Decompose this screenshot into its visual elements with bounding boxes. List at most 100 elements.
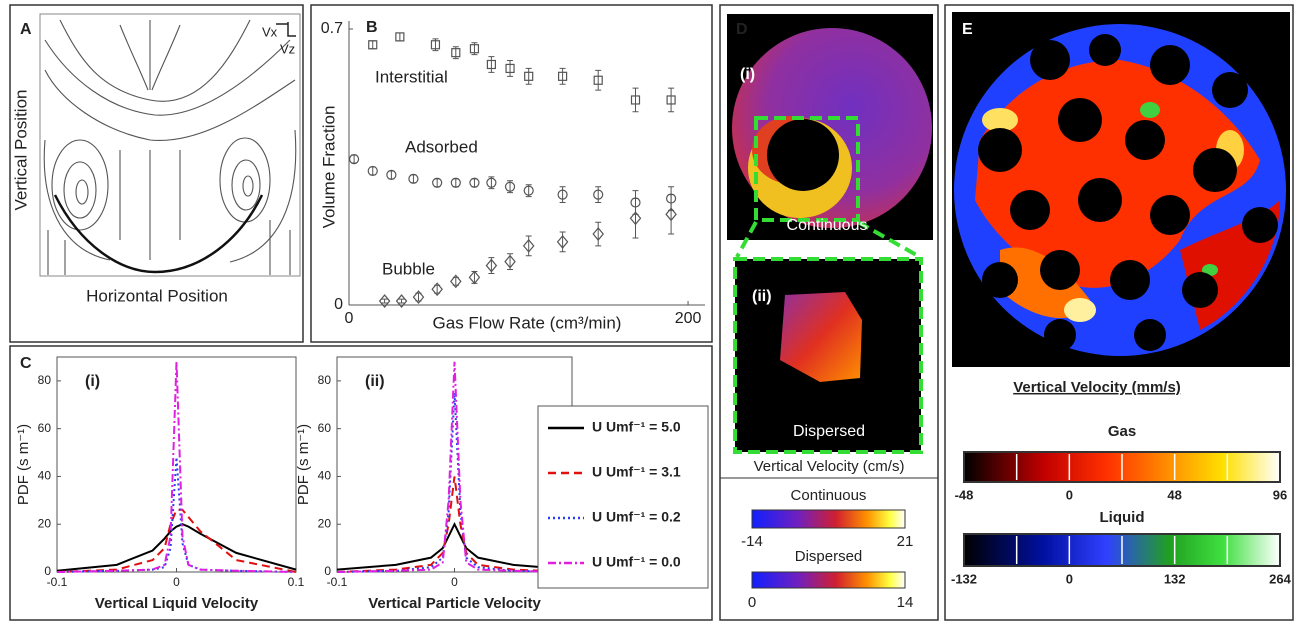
- error-bar: [369, 40, 376, 50]
- y-tick-label: 0.7: [321, 20, 343, 37]
- x-axis-label: Horizontal Position: [86, 286, 228, 305]
- error-bar: [488, 56, 495, 73]
- error-bar: [396, 32, 403, 42]
- marker: [485, 258, 498, 273]
- error-bar: [668, 194, 675, 235]
- marker: [557, 71, 568, 81]
- y-tick-label: 60: [318, 421, 332, 435]
- y-tick-label: 60: [38, 421, 52, 435]
- error-bar: [507, 60, 514, 77]
- marker: [522, 238, 535, 253]
- y-tick-label: 80: [38, 373, 52, 387]
- marker: [395, 32, 405, 42]
- line-series: [56, 361, 297, 573]
- colorbar: [751, 571, 906, 589]
- marker: [486, 177, 497, 188]
- error-bar: [632, 198, 639, 239]
- y-axis-label: PDF (s m⁻¹): [295, 424, 312, 505]
- error-bar: [388, 170, 395, 180]
- x-tick-label: 0: [173, 575, 180, 589]
- colorbar-label: Gas: [1108, 423, 1136, 440]
- marker: [629, 211, 642, 226]
- sub-panel-label: (i): [740, 66, 755, 83]
- y-tick-label: 0: [44, 564, 51, 578]
- sub-panel-label: (ii): [365, 373, 385, 390]
- y-tick-label: 20: [318, 516, 332, 530]
- legend-label: U Umf⁻¹ = 0.0: [592, 554, 681, 570]
- x-tick-label: 0: [345, 310, 354, 327]
- marker: [451, 48, 461, 58]
- error-bar: [595, 186, 602, 203]
- marker: [368, 40, 378, 50]
- marker: [450, 274, 462, 289]
- series-annotation: Bubble: [382, 259, 435, 278]
- marker: [386, 169, 397, 180]
- panel-d-frame: [719, 4, 939, 621]
- colorbar-label: Continuous: [791, 487, 867, 504]
- line-series: [336, 361, 573, 573]
- marker: [378, 294, 391, 308]
- colorbar-tick-label: 0: [1066, 571, 1073, 586]
- colorbar-tick-label: 14: [897, 594, 914, 611]
- x-axis-label: Vertical Particle Velocity: [368, 595, 541, 612]
- marker: [665, 207, 677, 222]
- x-axis-label: Gas Flow Rate (cm³/min): [433, 313, 622, 332]
- line-series: [56, 457, 297, 573]
- error-bar: [559, 67, 566, 85]
- legend-box: [537, 405, 709, 589]
- x-tick-label: 0: [451, 575, 458, 589]
- phase-velocity-image: [952, 12, 1290, 367]
- marker: [666, 95, 676, 105]
- colorbar-tick-label: 264: [1269, 571, 1291, 586]
- series-annotation: Interstitial: [375, 67, 448, 86]
- y-axis-label: Volume Fraction: [319, 106, 338, 229]
- colorbar-tick-label: -14: [741, 533, 763, 550]
- error-bar: [471, 178, 478, 188]
- error-bar: [595, 221, 602, 247]
- error-bar: [632, 87, 639, 113]
- colorbar-tick-label: -48: [955, 487, 974, 502]
- y-axis-label: PDF (s m⁻¹): [15, 424, 32, 505]
- panel-a-frame: [9, 4, 304, 343]
- legend-label: U Umf⁻¹ = 3.1: [592, 464, 681, 480]
- marker: [432, 177, 443, 188]
- colorbar-tick-label: 48: [1167, 487, 1181, 502]
- error-bar: [434, 178, 441, 188]
- marker: [395, 294, 408, 308]
- marker: [593, 189, 604, 200]
- panel-label: E: [962, 21, 973, 38]
- error-bar: [410, 174, 417, 184]
- x-tick-label: -0.1: [47, 575, 68, 589]
- marker: [412, 290, 425, 305]
- marker: [367, 165, 378, 177]
- colorbar-title: Vertical Velocity (mm/s): [1013, 379, 1181, 396]
- y-tick-label: 40: [318, 469, 332, 483]
- marker: [468, 270, 481, 285]
- y-tick-label: 0: [334, 296, 343, 313]
- marker: [592, 227, 604, 241]
- marker: [504, 254, 516, 269]
- y-tick-label: 0: [324, 564, 331, 578]
- colorbar-tick-label: 0: [748, 594, 756, 611]
- error-bar: [525, 67, 532, 85]
- colorbar-tick-label: -132: [951, 571, 977, 586]
- colorbar: [751, 509, 906, 529]
- colorbar-tick-label: 96: [1273, 487, 1287, 502]
- image-caption: Continuous: [787, 217, 868, 234]
- line-series: [56, 508, 297, 573]
- colorbar-title: Vertical Velocity (cm/s): [754, 458, 905, 475]
- x-axis-label: Vertical Liquid Velocity: [95, 595, 259, 612]
- error-bar: [398, 298, 405, 304]
- error-bar: [559, 186, 566, 203]
- colorbar-label: Dispersed: [795, 548, 863, 565]
- panel-e-frame: [944, 4, 1294, 621]
- marker: [593, 75, 603, 85]
- streamline-image: [39, 13, 301, 277]
- error-bar: [369, 166, 376, 176]
- marker: [431, 282, 443, 297]
- error-bar: [452, 178, 459, 188]
- line-series: [336, 521, 573, 571]
- vx-label: Vx: [262, 24, 278, 39]
- panel-label: C: [20, 355, 32, 372]
